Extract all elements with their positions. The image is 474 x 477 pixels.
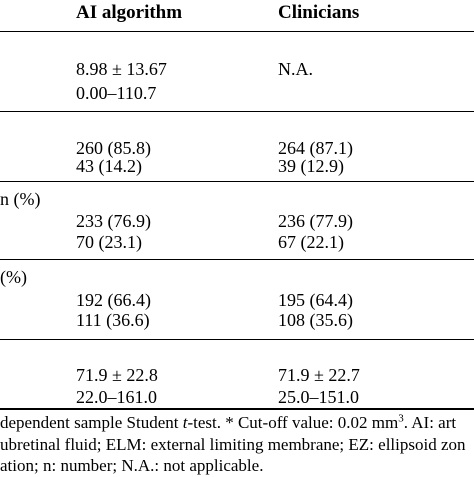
row-0-ai-line-2: 0.00–110.7 xyxy=(76,83,157,103)
header-rule xyxy=(0,31,474,32)
footnote-line-1: dependent sample Student t-test. * Cut-o… xyxy=(0,412,474,434)
row-divider xyxy=(0,111,474,112)
row-divider xyxy=(0,259,474,260)
row-2-ai-line-2: 70 (23.1) xyxy=(76,232,142,252)
row-1-clinicians-line-1: 264 (87.1) xyxy=(278,138,353,158)
footnote-superscript: 3 xyxy=(398,412,404,425)
row-2-clinicians-line-1: 236 (77.9) xyxy=(278,211,353,231)
row-2-label: n (%) xyxy=(0,189,41,209)
row-4-ai-line-1: 71.9 ± 22.8 xyxy=(76,365,158,385)
footnote-line-3: ation; n: number; N.A.: not applicable. xyxy=(0,456,264,475)
row-0-clinicians-line-1: N.A. xyxy=(278,59,313,79)
column-header-clinicians: Clinicians xyxy=(278,2,360,23)
footnote-text: -test. * Cut-off value: 0.02 mm xyxy=(187,413,399,432)
row-3-clinicians-line-2: 108 (35.6) xyxy=(278,310,353,330)
footnote-text: dependent sample Student xyxy=(0,413,183,432)
row-1-clinicians-line-2: 39 (12.9) xyxy=(278,156,344,176)
row-divider xyxy=(0,339,474,340)
row-0-ai-line-1: 8.98 ± 13.67 xyxy=(76,59,167,79)
row-2-ai-line-1: 233 (76.9) xyxy=(76,211,151,231)
row-4-clinicians-line-1: 71.9 ± 22.7 xyxy=(278,365,360,385)
row-1-ai-line-1: 260 (85.8) xyxy=(76,138,151,158)
row-4-ai-line-2: 22.0–161.0 xyxy=(76,387,157,407)
row-3-ai-line-1: 192 (66.4) xyxy=(76,290,151,310)
footnote-italic-t: t xyxy=(182,413,188,432)
row-4-clinicians-line-2: 25.0–151.0 xyxy=(278,387,359,407)
footnote-text: . AI: art xyxy=(403,413,457,432)
row-1-ai-line-2: 43 (14.2) xyxy=(76,156,142,176)
row-2-clinicians-line-2: 67 (22.1) xyxy=(278,232,344,252)
row-3-label: (%) xyxy=(0,267,27,287)
footnote-line-2: ubretinal fluid; ELM: external limiting … xyxy=(0,435,466,454)
row-divider xyxy=(0,181,474,182)
row-3-clinicians-line-1: 195 (64.4) xyxy=(278,290,353,310)
table-bottom-rule xyxy=(0,408,474,410)
column-header-ai: AI algorithm xyxy=(76,2,183,23)
row-3-ai-line-2: 111 (36.6) xyxy=(76,310,150,330)
